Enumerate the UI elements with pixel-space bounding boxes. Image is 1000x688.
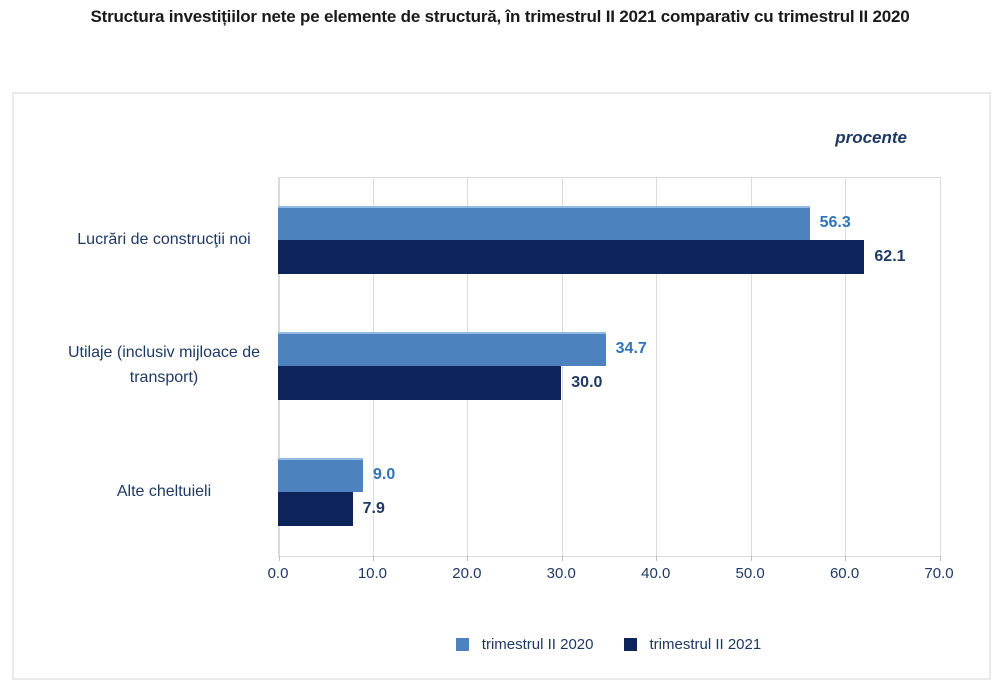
bar-trimestrul-ii-2020 bbox=[278, 206, 810, 240]
legend-item: trimestrul II 2021 bbox=[623, 636, 762, 653]
category-label: Alte cheltuieli bbox=[116, 482, 212, 500]
x-axis-tick-label: 50.0 bbox=[735, 565, 765, 582]
chart-title: Structura investițiilor nete pe elemente… bbox=[90, 7, 910, 26]
x-axis-tick-label: 40.0 bbox=[641, 565, 671, 582]
x-axis-tick-mark bbox=[656, 556, 658, 561]
bar-value-label: 56.3 bbox=[819, 214, 851, 231]
chart-frame: procente Lucrări de construcţii noi Utila… bbox=[12, 92, 991, 680]
legend-label: trimestrul II 2020 bbox=[481, 636, 594, 653]
bar-value-label: 9.0 bbox=[372, 466, 396, 483]
legend-item: trimestrul II 2020 bbox=[455, 636, 594, 653]
bar-value-label: 7.9 bbox=[362, 500, 385, 517]
gridline bbox=[939, 178, 941, 556]
x-axis-tick-mark bbox=[372, 556, 374, 561]
x-axis-tick-label: 30.0 bbox=[546, 565, 576, 582]
bar-trimestrul-ii-2021 bbox=[278, 366, 562, 400]
x-axis-tick-label: 60.0 bbox=[829, 565, 860, 582]
bar-trimestrul-ii-2021 bbox=[278, 492, 353, 526]
bar-trimestrul-ii-2020 bbox=[278, 458, 363, 492]
legend-swatch-icon bbox=[455, 638, 469, 651]
bar-row: 9.0 bbox=[278, 458, 939, 492]
x-axis-tick-mark bbox=[467, 556, 469, 561]
gridline bbox=[750, 178, 752, 556]
unit-label: procente bbox=[835, 128, 907, 147]
category-label: Lucrări de construcţii noi bbox=[77, 230, 251, 248]
bar-value-label: 62.1 bbox=[874, 248, 906, 265]
bar-value-label: 34.7 bbox=[615, 340, 647, 357]
gridline bbox=[561, 178, 563, 556]
x-axis-tick-mark bbox=[750, 556, 752, 561]
x-axis-tick-mark bbox=[278, 556, 280, 561]
bar-row: 56.3 bbox=[278, 206, 939, 240]
x-axis-tick-mark bbox=[845, 556, 847, 561]
bar-row: 62.1 bbox=[278, 240, 939, 274]
gridline bbox=[845, 178, 847, 556]
bar-value-label: 30.0 bbox=[571, 374, 603, 391]
x-axis: 0.0 10.0 20.0 30.0 40.0 50.0 60.0 70.0 bbox=[268, 565, 954, 589]
category-label: Utilaje (inclusiv mijloace de transport) bbox=[67, 344, 261, 386]
bar-row: 34.7 bbox=[278, 332, 939, 366]
bar-trimestrul-ii-2021 bbox=[278, 240, 865, 274]
legend: trimestrul II 2020 trimestrul II 2021 bbox=[278, 636, 939, 653]
x-axis-tick-label: 0.0 bbox=[267, 565, 289, 582]
legend-swatch-icon bbox=[623, 638, 637, 651]
x-axis-tick-mark bbox=[939, 556, 941, 561]
x-axis-tick-label: 70.0 bbox=[924, 565, 954, 582]
legend-label: trimestrul II 2021 bbox=[649, 636, 762, 653]
gridline bbox=[656, 178, 658, 556]
bar-row: 7.9 bbox=[278, 492, 939, 526]
bar-trimestrul-ii-2020 bbox=[278, 332, 606, 366]
x-axis-tick-label: 10.0 bbox=[357, 565, 388, 582]
x-axis-tick-mark bbox=[561, 556, 563, 561]
bar-row: 30.0 bbox=[278, 366, 939, 400]
x-axis-tick-label: 20.0 bbox=[452, 565, 482, 582]
